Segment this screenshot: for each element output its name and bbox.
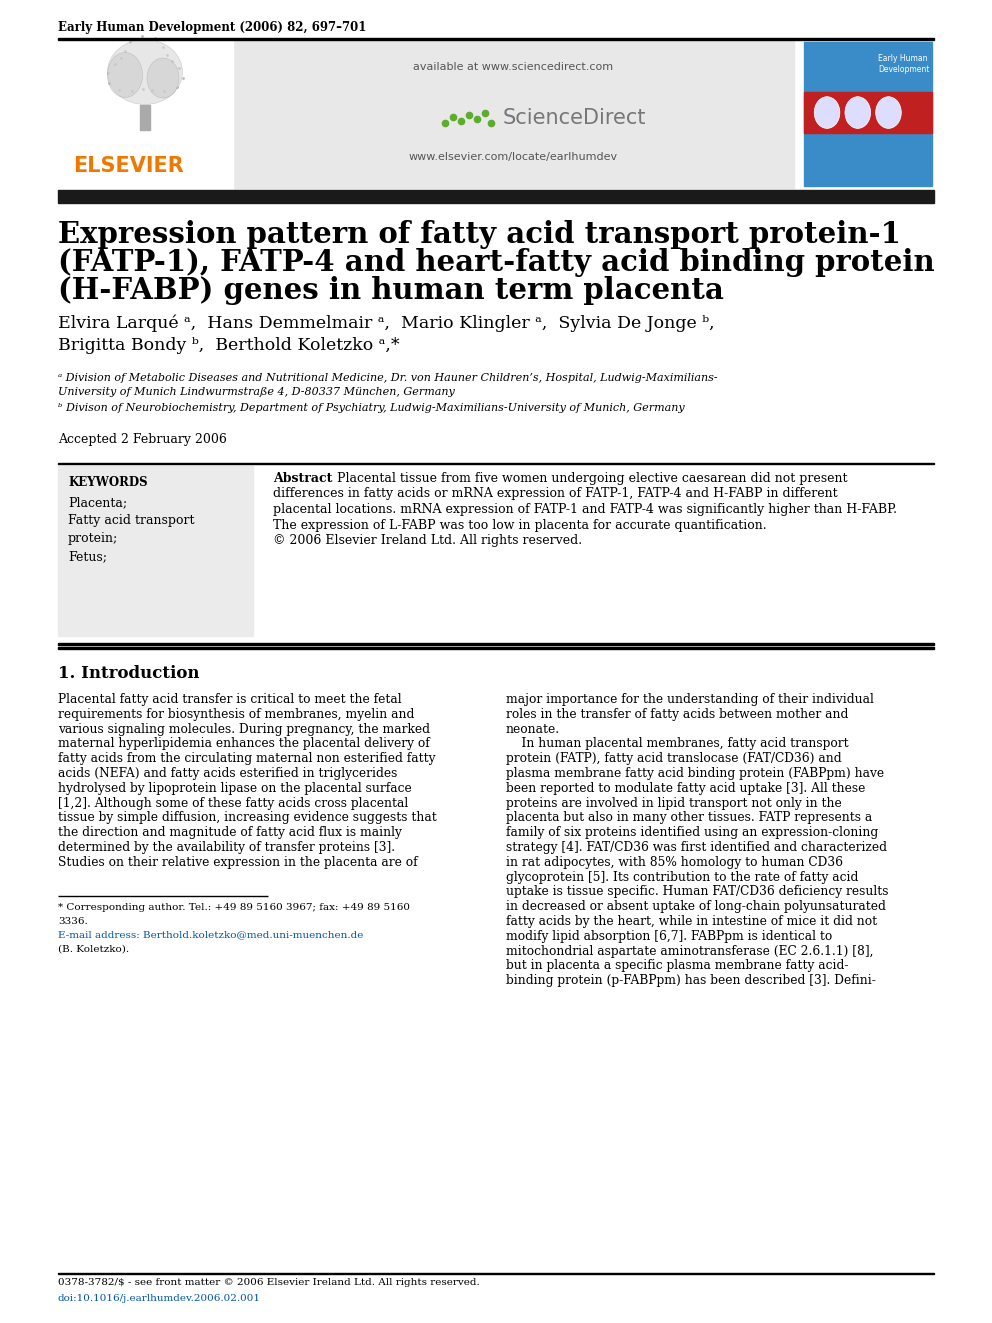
Text: Early Human Development (2006) 82, 697–701: Early Human Development (2006) 82, 697–7… <box>58 21 366 34</box>
Text: Fetus;: Fetus; <box>68 550 107 564</box>
Bar <box>58 466 253 636</box>
Bar <box>58 40 233 188</box>
Text: maternal hyperlipidemia enhances the placental delivery of: maternal hyperlipidemia enhances the pla… <box>58 737 430 750</box>
Bar <box>58 191 934 202</box>
Text: (FATP-1), FATP-4 and heart-fatty acid binding protein: (FATP-1), FATP-4 and heart-fatty acid bi… <box>58 247 934 277</box>
Bar <box>58 647 934 648</box>
Text: 1. Introduction: 1. Introduction <box>58 665 199 681</box>
Text: The expression of L-FABP was too low in placenta for accurate quantification.: The expression of L-FABP was too low in … <box>273 519 767 532</box>
Text: doi:10.1016/j.earlhumdev.2006.02.001: doi:10.1016/j.earlhumdev.2006.02.001 <box>58 1294 261 1303</box>
Text: plasma membrane fatty acid binding protein (FABPpm) have: plasma membrane fatty acid binding prote… <box>506 767 884 781</box>
Bar <box>140 105 150 130</box>
Text: E-mail address: Berthold.koletzko@med.uni-muenchen.de: E-mail address: Berthold.koletzko@med.un… <box>58 930 363 939</box>
Text: major importance for the understanding of their individual: major importance for the understanding o… <box>506 693 874 706</box>
Ellipse shape <box>147 58 179 98</box>
Text: (H-FABP) genes in human term placenta: (H-FABP) genes in human term placenta <box>58 277 724 306</box>
Text: protein (FATP), fatty acid translocase (FAT/CD36) and: protein (FATP), fatty acid translocase (… <box>506 753 841 765</box>
Text: glycoprotein [5]. Its contribution to the rate of fatty acid: glycoprotein [5]. Its contribution to th… <box>506 871 858 884</box>
Text: [1,2]. Although some of these fatty acids cross placental: [1,2]. Although some of these fatty acid… <box>58 796 409 810</box>
Text: placenta but also in many other tissues. FATP represents a: placenta but also in many other tissues.… <box>506 811 872 824</box>
Text: neonate.: neonate. <box>506 722 560 736</box>
Text: Fatty acid transport: Fatty acid transport <box>68 515 194 527</box>
Text: requirements for biosynthesis of membranes, myelin and: requirements for biosynthesis of membran… <box>58 708 415 721</box>
Text: roles in the transfer of fatty acids between mother and: roles in the transfer of fatty acids bet… <box>506 708 848 721</box>
Bar <box>804 42 932 187</box>
Text: 0378-3782/$ - see front matter © 2006 Elsevier Ireland Ltd. All rights reserved.: 0378-3782/$ - see front matter © 2006 El… <box>58 1278 480 1287</box>
Text: Placenta;: Placenta; <box>68 496 127 509</box>
Text: Placental tissue from five women undergoing elective caesarean did not present: Placental tissue from five women undergo… <box>325 472 847 486</box>
Text: the direction and magnitude of fatty acid flux is mainly: the direction and magnitude of fatty aci… <box>58 826 402 839</box>
Bar <box>58 38 934 40</box>
Text: fatty acids from the circulating maternal non esterified fatty: fatty acids from the circulating materna… <box>58 753 435 765</box>
Text: been reported to modulate fatty acid uptake [3]. All these: been reported to modulate fatty acid upt… <box>506 782 865 795</box>
Text: Elvira Larqué ᵃ,  Hans Demmelmair ᵃ,  Mario Klingler ᵃ,  Sylvia De Jonge ᵇ,: Elvira Larqué ᵃ, Hans Demmelmair ᵃ, Mari… <box>58 315 714 332</box>
Text: protein;: protein; <box>68 532 118 545</box>
Text: in decreased or absent uptake of long-chain polyunsaturated: in decreased or absent uptake of long-ch… <box>506 900 886 913</box>
Text: University of Munich Lindwurmstraße 4, D-80337 München, Germany: University of Munich Lindwurmstraße 4, D… <box>58 388 454 397</box>
Text: Placental fatty acid transfer is critical to meet the fetal: Placental fatty acid transfer is critica… <box>58 693 402 706</box>
Text: strategy [4]. FAT/CD36 was first identified and characterized: strategy [4]. FAT/CD36 was first identif… <box>506 841 887 855</box>
Text: differences in fatty acids or mRNA expression of FATP-1, FATP-4 and H-FABP in di: differences in fatty acids or mRNA expre… <box>273 487 837 500</box>
Text: * Corresponding author. Tel.: +49 89 5160 3967; fax: +49 89 5160: * Corresponding author. Tel.: +49 89 516… <box>58 902 410 912</box>
Text: ᵇ Divison of Neurobiochemistry, Department of Psychiatry, Ludwig-Maximilians-Uni: ᵇ Divison of Neurobiochemistry, Departme… <box>58 404 684 413</box>
Text: determined by the availability of transfer proteins [3].: determined by the availability of transf… <box>58 841 395 855</box>
Text: ScienceDirect: ScienceDirect <box>503 108 647 128</box>
Text: Early Human
Development: Early Human Development <box>878 54 930 74</box>
Bar <box>233 40 794 188</box>
Text: KEYWORDS: KEYWORDS <box>68 476 148 490</box>
Text: but in placenta a specific plasma membrane fatty acid-: but in placenta a specific plasma membra… <box>506 959 848 972</box>
Ellipse shape <box>107 40 183 105</box>
Text: modify lipid absorption [6,7]. FABPpm is identical to: modify lipid absorption [6,7]. FABPpm is… <box>506 930 832 943</box>
Text: in rat adipocytes, with 85% homology to human CD36: in rat adipocytes, with 85% homology to … <box>506 856 843 869</box>
Bar <box>58 643 934 644</box>
Text: Brigitta Bondy ᵇ,  Berthold Koletzko ᵃ,*: Brigitta Bondy ᵇ, Berthold Koletzko ᵃ,* <box>58 337 400 355</box>
Text: Expression pattern of fatty acid transport protein-1: Expression pattern of fatty acid transpo… <box>58 220 901 249</box>
Text: www.elsevier.com/locate/earlhumdev: www.elsevier.com/locate/earlhumdev <box>409 152 618 161</box>
Text: proteins are involved in lipid transport not only in the: proteins are involved in lipid transport… <box>506 796 842 810</box>
Text: (B. Koletzko).: (B. Koletzko). <box>58 945 129 954</box>
Text: placental locations. mRNA expression of FATP-1 and FATP-4 was significantly high: placental locations. mRNA expression of … <box>273 503 897 516</box>
Ellipse shape <box>814 97 840 128</box>
Text: uptake is tissue specific. Human FAT/CD36 deficiency results: uptake is tissue specific. Human FAT/CD3… <box>506 885 889 898</box>
Bar <box>804 93 932 132</box>
Text: binding protein (p-FABPpm) has been described [3]. Defini-: binding protein (p-FABPpm) has been desc… <box>506 974 876 987</box>
Text: hydrolysed by lipoprotein lipase on the placental surface: hydrolysed by lipoprotein lipase on the … <box>58 782 412 795</box>
Text: various signaling molecules. During pregnancy, the marked: various signaling molecules. During preg… <box>58 722 430 736</box>
Ellipse shape <box>876 97 902 128</box>
Text: mitochondrial aspartate aminotransferase (EC 2.6.1.1) [8],: mitochondrial aspartate aminotransferase… <box>506 945 874 958</box>
Text: © 2006 Elsevier Ireland Ltd. All rights reserved.: © 2006 Elsevier Ireland Ltd. All rights … <box>273 534 582 546</box>
Text: tissue by simple diffusion, increasing evidence suggests that: tissue by simple diffusion, increasing e… <box>58 811 436 824</box>
Text: acids (NEFA) and fatty acids esterified in triglycerides: acids (NEFA) and fatty acids esterified … <box>58 767 398 781</box>
Text: Accepted 2 February 2006: Accepted 2 February 2006 <box>58 433 227 446</box>
Ellipse shape <box>107 53 143 98</box>
Text: fatty acids by the heart, while in intestine of mice it did not: fatty acids by the heart, while in intes… <box>506 916 877 927</box>
Text: Studies on their relative expression in the placenta are of: Studies on their relative expression in … <box>58 856 418 869</box>
Text: Abstract: Abstract <box>273 472 332 486</box>
Text: In human placental membranes, fatty acid transport: In human placental membranes, fatty acid… <box>506 737 848 750</box>
Text: ELSEVIER: ELSEVIER <box>73 156 184 176</box>
Text: family of six proteins identified using an expression-cloning: family of six proteins identified using … <box>506 826 878 839</box>
Text: ᵃ Division of Metabolic Diseases and Nutritional Medicine, Dr. von Hauner Childr: ᵃ Division of Metabolic Diseases and Nut… <box>58 373 717 382</box>
Text: available at www.sciencedirect.com: available at www.sciencedirect.com <box>413 62 613 71</box>
Text: 3336.: 3336. <box>58 917 87 926</box>
Ellipse shape <box>845 97 871 128</box>
